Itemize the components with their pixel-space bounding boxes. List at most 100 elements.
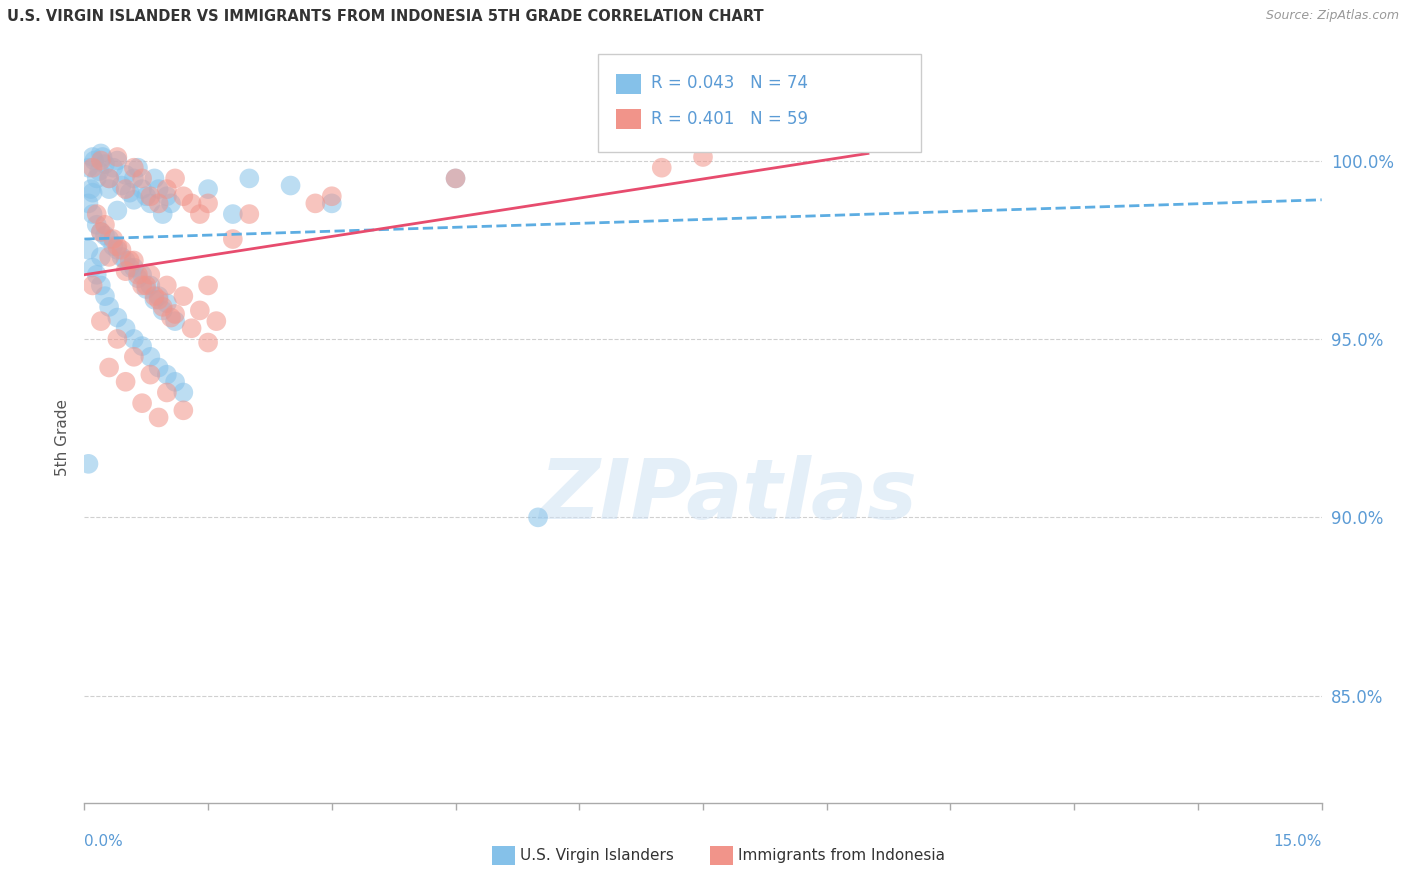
Point (197, 335, 219, 350)
Point (86, 171, 108, 186)
Point (114, 375, 136, 389)
Point (105, 153, 128, 168)
Point (444, 171, 467, 186)
Point (527, 510, 550, 524)
Point (89, 164, 111, 178)
Point (143, 293, 166, 307)
Point (143, 171, 166, 186)
Point (94, 218, 117, 232)
Point (118, 260, 141, 275)
Point (197, 182, 219, 196)
Point (148, 289, 170, 303)
Text: 15.0%: 15.0% (1274, 834, 1322, 849)
Point (103, 232, 125, 246)
Point (160, 310, 183, 325)
Text: Source: ZipAtlas.com: Source: ZipAtlas.com (1265, 9, 1399, 22)
Point (304, 196, 326, 211)
Point (165, 314, 187, 328)
Point (172, 189, 194, 203)
Point (110, 243, 132, 257)
Point (82, 186, 104, 200)
Text: U.S. Virgin Islanders: U.S. Virgin Islanders (520, 848, 673, 863)
Point (82, 150, 104, 164)
Point (139, 268, 162, 282)
Point (172, 385, 194, 400)
Point (160, 196, 183, 211)
Point (165, 307, 187, 321)
Text: ZIPatlas: ZIPatlas (538, 455, 917, 536)
Point (135, 189, 157, 203)
Point (222, 232, 245, 246)
Point (127, 161, 149, 175)
Point (114, 168, 136, 182)
Point (172, 289, 194, 303)
Point (156, 296, 179, 310)
Point (90, 225, 112, 239)
Text: Immigrants from Indonesia: Immigrants from Indonesia (738, 848, 945, 863)
Point (77, 161, 100, 175)
Point (98, 182, 121, 196)
Point (110, 178, 132, 193)
Point (122, 332, 145, 346)
Point (131, 182, 153, 196)
Text: R = 0.043   N = 74: R = 0.043 N = 74 (651, 74, 808, 92)
Point (148, 196, 170, 211)
Point (122, 253, 145, 268)
Point (156, 189, 179, 203)
Point (98, 250, 121, 264)
Point (86, 268, 108, 282)
Point (152, 303, 174, 318)
Point (135, 278, 157, 293)
Point (90, 250, 112, 264)
Point (444, 171, 467, 186)
Point (122, 171, 145, 186)
Point (105, 332, 128, 346)
Point (114, 253, 136, 268)
Point (90, 146, 112, 161)
Point (80, 182, 103, 196)
Point (83, 153, 105, 168)
Point (105, 150, 128, 164)
Point (103, 239, 125, 253)
Text: R = 0.401   N = 59: R = 0.401 N = 59 (651, 110, 808, 128)
Point (148, 360, 170, 375)
Point (98, 300, 121, 314)
Point (105, 243, 128, 257)
Point (98, 360, 121, 375)
Point (98, 232, 121, 246)
Point (205, 314, 228, 328)
Point (180, 321, 202, 335)
Point (143, 289, 166, 303)
Point (77, 457, 100, 471)
Point (148, 410, 170, 425)
Point (114, 182, 136, 196)
Point (135, 282, 157, 296)
Point (280, 178, 302, 193)
Point (156, 278, 179, 293)
Point (105, 310, 128, 325)
Point (139, 278, 162, 293)
Point (82, 260, 104, 275)
Point (165, 375, 187, 389)
Point (114, 264, 136, 278)
Point (90, 153, 112, 168)
Point (180, 196, 202, 211)
Point (156, 368, 179, 382)
Point (692, 150, 714, 164)
Point (321, 196, 343, 211)
Point (321, 189, 343, 203)
Point (82, 278, 104, 293)
Text: 0.0%: 0.0% (84, 834, 124, 849)
Point (122, 193, 145, 207)
Point (172, 403, 194, 417)
Point (131, 339, 153, 353)
Point (94, 228, 117, 243)
Point (156, 182, 179, 196)
Point (197, 196, 219, 211)
Point (131, 278, 153, 293)
Point (131, 268, 153, 282)
Point (188, 207, 211, 221)
Point (82, 207, 104, 221)
Point (139, 368, 162, 382)
Point (82, 161, 104, 175)
